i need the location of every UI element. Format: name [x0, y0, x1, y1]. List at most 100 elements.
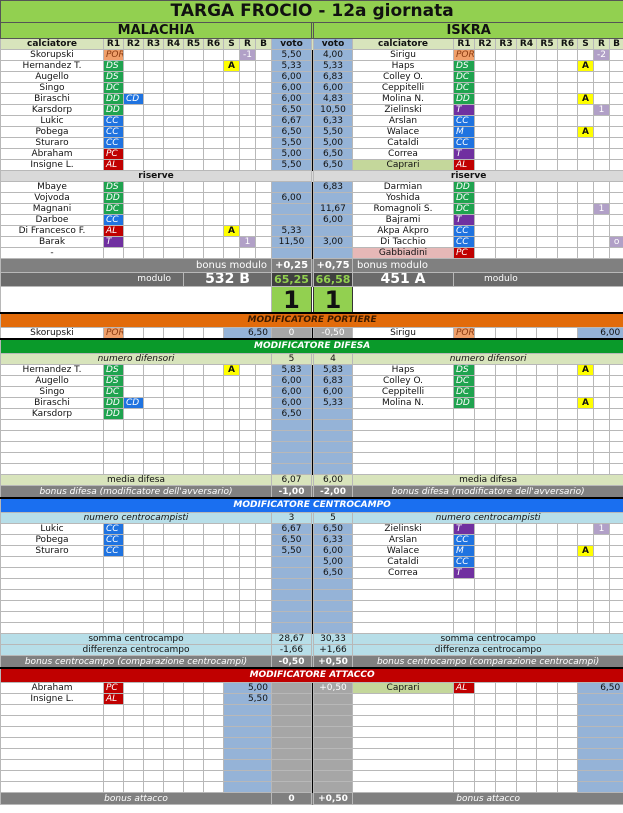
r-cell: [239, 523, 256, 535]
b-cell: [255, 225, 272, 237]
b-cell: [255, 159, 272, 171]
col-role: R5: [536, 38, 558, 50]
b-cell: [608, 137, 623, 149]
player-name: Sturaro: [0, 137, 104, 149]
col-role: R4: [516, 38, 537, 50]
role-cell: [474, 578, 496, 590]
role-cell: [183, 693, 204, 705]
role-cell: [163, 60, 184, 72]
role-cell: [453, 441, 475, 453]
s-cell: [577, 611, 594, 623]
role-badge: T: [103, 236, 124, 248]
vote-cell: 6,00: [313, 214, 353, 226]
numero-difensori-away: 4: [313, 353, 353, 365]
role-cell: [123, 137, 144, 149]
role-cell: [123, 545, 144, 557]
s-cell: [223, 375, 240, 387]
player-name: [0, 589, 104, 601]
role-cell: [163, 148, 184, 160]
role-cell: [495, 203, 517, 215]
s-cell: [577, 148, 594, 160]
r-cell: [593, 115, 610, 127]
b-cell: [255, 126, 272, 138]
role-cell: [557, 386, 578, 398]
role-cell: [495, 71, 517, 83]
divider: [311, 474, 314, 486]
role-cell: [474, 452, 496, 464]
vote-cell: [313, 611, 353, 623]
player-row: Pobega CC 6,50 6,33 Arslan CC: [0, 534, 623, 546]
vote-cell: 6,50: [313, 148, 353, 160]
player-name: Augello: [0, 375, 104, 387]
bonus-attacco-label-home: bonus attacco: [0, 792, 272, 805]
role-cell: [536, 247, 558, 259]
role-cell: [163, 214, 184, 226]
vote-cell: 6,83: [313, 71, 353, 83]
role-cell: [516, 192, 537, 204]
s-cell: [223, 115, 240, 127]
vote-cell: [271, 203, 312, 215]
role-cell: [516, 441, 537, 453]
player-name: Darmian: [352, 181, 454, 193]
s-cell: A: [223, 60, 240, 72]
role-badge: CC: [103, 115, 124, 127]
vote-cell: [271, 589, 312, 601]
role-badge: DS: [103, 71, 124, 83]
s-cell: A: [223, 364, 240, 376]
b-cell: [608, 214, 623, 226]
role-cell: [516, 397, 537, 409]
s-cell: A: [577, 397, 594, 409]
role-cell: [203, 781, 224, 793]
divider: [311, 556, 314, 568]
role-cell: [183, 430, 204, 442]
vote-cell: [271, 622, 312, 634]
role-cell: [123, 181, 144, 193]
divider: [311, 419, 314, 431]
player-name: Cataldi: [352, 137, 454, 149]
role-cell: [123, 364, 144, 376]
role-cell: [123, 452, 144, 464]
r-cell: [239, 463, 256, 475]
reserves-label: riserve: [0, 170, 312, 182]
modificatore-centrocampo-title: MODIFICATORE CENTROCAMPO: [0, 497, 623, 513]
divider: [311, 523, 314, 535]
player-row: Singo DC 6,00 6,00 Ceppitelli DC: [0, 82, 623, 94]
role-cell: [495, 545, 517, 557]
role-cell: [183, 203, 204, 215]
role-cell: [163, 192, 184, 204]
role-cell: [183, 556, 204, 568]
bonus-cell: [271, 715, 312, 727]
role-cell: [143, 82, 164, 94]
role-cell: [123, 611, 144, 623]
role-cell: [163, 327, 184, 340]
role-badge: AL: [103, 693, 124, 705]
bonus-cell: [313, 693, 353, 705]
b-cell: [255, 589, 272, 601]
player-row: [0, 452, 623, 464]
role-badge: AL: [453, 682, 475, 694]
r-cell: [239, 534, 256, 546]
player-row: Sturaro CC 5,50 5,00 Cataldi CC: [0, 137, 623, 149]
player-row: [0, 759, 623, 771]
divider: [311, 463, 314, 475]
player-name: [352, 781, 454, 793]
role-cell: [163, 49, 184, 61]
r-cell: [593, 192, 610, 204]
s-cell: A: [577, 364, 594, 376]
role-badge: CC: [103, 137, 124, 149]
role-cell: [203, 715, 224, 727]
role-cell: [103, 726, 124, 738]
player-name: [352, 693, 454, 705]
role-badge: DD: [453, 181, 475, 193]
role-cell: [495, 567, 517, 579]
r-cell: [239, 545, 256, 557]
b-cell: [608, 225, 623, 237]
s-cell: [577, 600, 594, 612]
vote-cell: 5,83: [271, 364, 312, 376]
player-row: Biraschi DD CD 6,00 5,33 Molina N. DD A: [0, 397, 623, 409]
vote-cell: 5,00: [313, 137, 353, 149]
vote-cell: [576, 748, 623, 760]
role-cell: [203, 578, 224, 590]
numero-centrocampisti-home: 3: [271, 512, 312, 524]
